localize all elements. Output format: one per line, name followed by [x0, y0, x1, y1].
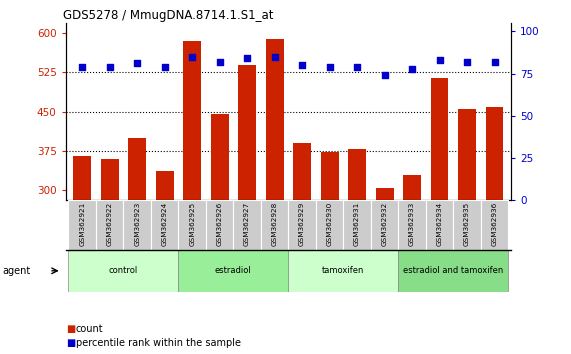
Bar	[431, 78, 448, 346]
Bar	[123, 200, 151, 250]
Point	[297, 62, 307, 68]
Text: GSM362922: GSM362922	[107, 202, 112, 246]
Bar	[293, 143, 311, 346]
Text: GSM362930: GSM362930	[327, 202, 332, 246]
Text: GSM362923: GSM362923	[134, 202, 140, 246]
Point	[160, 64, 169, 70]
Point	[132, 61, 142, 66]
Text: GSM362933: GSM362933	[409, 202, 415, 246]
Bar	[128, 138, 146, 346]
Text: count: count	[76, 324, 103, 333]
Bar	[178, 250, 288, 292]
Text: percentile rank within the sample: percentile rank within the sample	[76, 338, 241, 348]
Text: GSM362932: GSM362932	[381, 202, 388, 246]
Point	[463, 59, 472, 65]
Point	[352, 64, 361, 70]
Bar	[100, 159, 119, 346]
Text: GSM362929: GSM362929	[299, 202, 305, 246]
Bar	[481, 200, 508, 250]
Point	[215, 59, 224, 65]
Point	[78, 64, 87, 70]
Point	[243, 56, 252, 61]
Bar	[399, 250, 508, 292]
Point	[187, 54, 196, 59]
Bar	[321, 152, 339, 346]
Text: agent: agent	[3, 266, 31, 276]
Bar	[453, 200, 481, 250]
Point	[325, 64, 334, 70]
Bar	[156, 171, 174, 346]
Bar	[288, 250, 399, 292]
Text: GSM362926: GSM362926	[216, 202, 223, 246]
Point	[270, 54, 279, 59]
Bar	[206, 200, 234, 250]
Bar	[211, 114, 228, 346]
Point	[408, 66, 417, 72]
Bar	[399, 200, 426, 250]
Bar	[348, 149, 366, 346]
Point	[435, 57, 444, 63]
Bar	[485, 107, 504, 346]
Text: GSM362934: GSM362934	[437, 202, 443, 246]
Text: GSM362921: GSM362921	[79, 202, 85, 246]
Bar	[376, 188, 393, 346]
Text: GSM362936: GSM362936	[492, 202, 497, 246]
Text: control: control	[108, 266, 138, 275]
Bar	[183, 41, 201, 346]
Bar	[151, 200, 178, 250]
Point	[380, 73, 389, 78]
Text: GSM362927: GSM362927	[244, 202, 250, 246]
Text: estradiol: estradiol	[215, 266, 252, 275]
Bar	[288, 200, 316, 250]
Bar	[73, 156, 91, 346]
Text: ■: ■	[66, 324, 75, 333]
Bar	[458, 109, 476, 346]
Bar	[238, 65, 256, 346]
Text: estradiol and tamoxifen: estradiol and tamoxifen	[403, 266, 504, 275]
Text: tamoxifen: tamoxifen	[322, 266, 364, 275]
Text: GSM362931: GSM362931	[354, 202, 360, 246]
Bar	[69, 200, 96, 250]
Bar	[178, 200, 206, 250]
Bar	[371, 200, 399, 250]
Bar	[343, 200, 371, 250]
Bar	[403, 175, 421, 346]
Bar	[96, 200, 123, 250]
Text: GSM362928: GSM362928	[272, 202, 278, 246]
Point	[105, 64, 114, 70]
Text: GDS5278 / MmugDNA.8714.1.S1_at: GDS5278 / MmugDNA.8714.1.S1_at	[63, 9, 274, 22]
Bar	[234, 200, 261, 250]
Bar	[426, 200, 453, 250]
Bar	[69, 250, 178, 292]
Bar	[261, 200, 288, 250]
Bar	[316, 200, 343, 250]
Point	[490, 59, 499, 65]
Text: GSM362925: GSM362925	[189, 202, 195, 246]
Bar	[266, 39, 284, 346]
Text: GSM362924: GSM362924	[162, 202, 168, 246]
Text: GSM362935: GSM362935	[464, 202, 470, 246]
Text: ■: ■	[66, 338, 75, 348]
